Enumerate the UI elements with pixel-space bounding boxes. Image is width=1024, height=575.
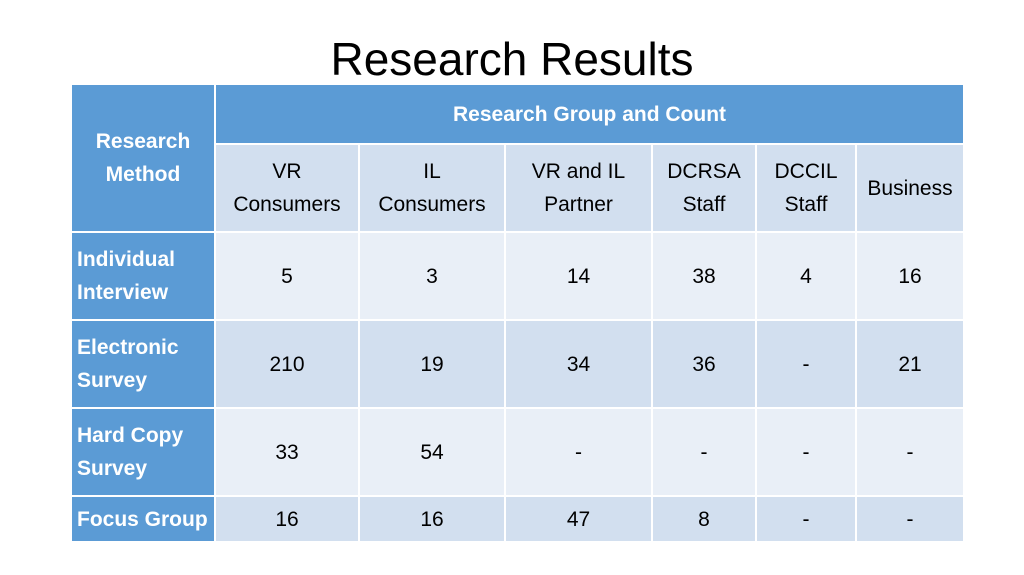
table-cell: 33 — [214, 407, 360, 497]
row-method-label: Electronic Survey — [70, 319, 216, 409]
research-group-header: Research Group and Count — [214, 83, 965, 145]
slide-title: Research Results — [330, 33, 694, 85]
table-cell: 19 — [358, 319, 506, 409]
column-header-line: VR and IL — [531, 160, 626, 183]
table-cell: 14 — [504, 231, 653, 321]
row-method-line: Survey — [77, 369, 148, 392]
row-method-line: Individual — [77, 248, 176, 271]
table-cell: - — [855, 407, 965, 497]
column-header: DCRSA Staff — [651, 143, 757, 233]
table-cell: 21 — [855, 319, 965, 409]
research-results-table: Research Method Research Group and Count… — [70, 83, 965, 543]
table-cell: 38 — [651, 231, 757, 321]
column-header: Business — [855, 143, 965, 233]
column-header-line: Business — [867, 176, 953, 200]
table-cell: - — [755, 495, 857, 543]
column-header-line: Partner — [544, 193, 613, 216]
research-method-header: Research Method — [70, 83, 216, 233]
column-header-line: IL — [423, 160, 441, 183]
column-header-line: DCRSA — [667, 160, 741, 183]
column-header-line: VR — [272, 160, 302, 183]
table-row: Focus Group 16 16 47 8- - — [70, 495, 965, 543]
column-header: VR Consumers — [214, 143, 360, 233]
row-method-line: Hard Copy — [77, 424, 184, 447]
row-method-label: Hard Copy Survey — [70, 407, 216, 497]
table-cell: 8 — [651, 495, 757, 543]
row-method-line: Electronic — [77, 336, 179, 359]
row-method-line: Interview — [77, 281, 169, 304]
header-row-columns: VR Consumers IL Consumers VR and IL Partner DC… — [71, 143, 965, 233]
table-cell: 16 — [358, 495, 506, 543]
table-cell: 4 — [755, 231, 857, 321]
table-row: Hard Copy Survey 33 54- - - - — [70, 407, 965, 497]
row-method-line: Focus Group — [77, 507, 208, 531]
table-cell: - — [755, 319, 857, 409]
column-header: DCCIL Staff — [755, 143, 857, 233]
table-cell: 3 — [358, 231, 506, 321]
table-cell: 47 — [504, 495, 653, 543]
column-header: VR and IL Partner — [504, 143, 653, 233]
column-header-line: DCCIL — [774, 160, 838, 183]
table-cell: - — [855, 495, 965, 543]
table-cell: 34 — [504, 319, 653, 409]
header-line: Method — [105, 163, 181, 186]
column-header-line: Consumers — [233, 193, 341, 216]
table-row: Individual Interview 5 3 14 38 4 16 — [70, 231, 965, 321]
header-line: Research — [95, 130, 191, 153]
table-cell: 16 — [855, 231, 965, 321]
table-cell: 16 — [214, 495, 360, 543]
table-cell: 36 — [651, 319, 757, 409]
table-cell: 5 — [214, 231, 360, 321]
table-cell: - — [651, 407, 757, 497]
table-cell: - — [504, 407, 653, 497]
row-method-label: Focus Group — [70, 495, 216, 543]
column-header-line: Consumers — [378, 193, 486, 216]
column-header: IL Consumers — [358, 143, 506, 233]
table-cell: 210 — [214, 319, 360, 409]
header-row-group: Research Method Research Group and Count — [70, 83, 965, 233]
table-row: Electronic Survey 210 19 34 36-21 — [70, 319, 965, 409]
table-cell: - — [755, 407, 857, 497]
row-method-line: Survey — [77, 457, 148, 480]
row-method-label: Individual Interview — [70, 231, 216, 321]
column-header-line: Staff — [784, 193, 828, 216]
column-header-line: Staff — [682, 193, 726, 216]
table-cell: 54 — [358, 407, 506, 497]
